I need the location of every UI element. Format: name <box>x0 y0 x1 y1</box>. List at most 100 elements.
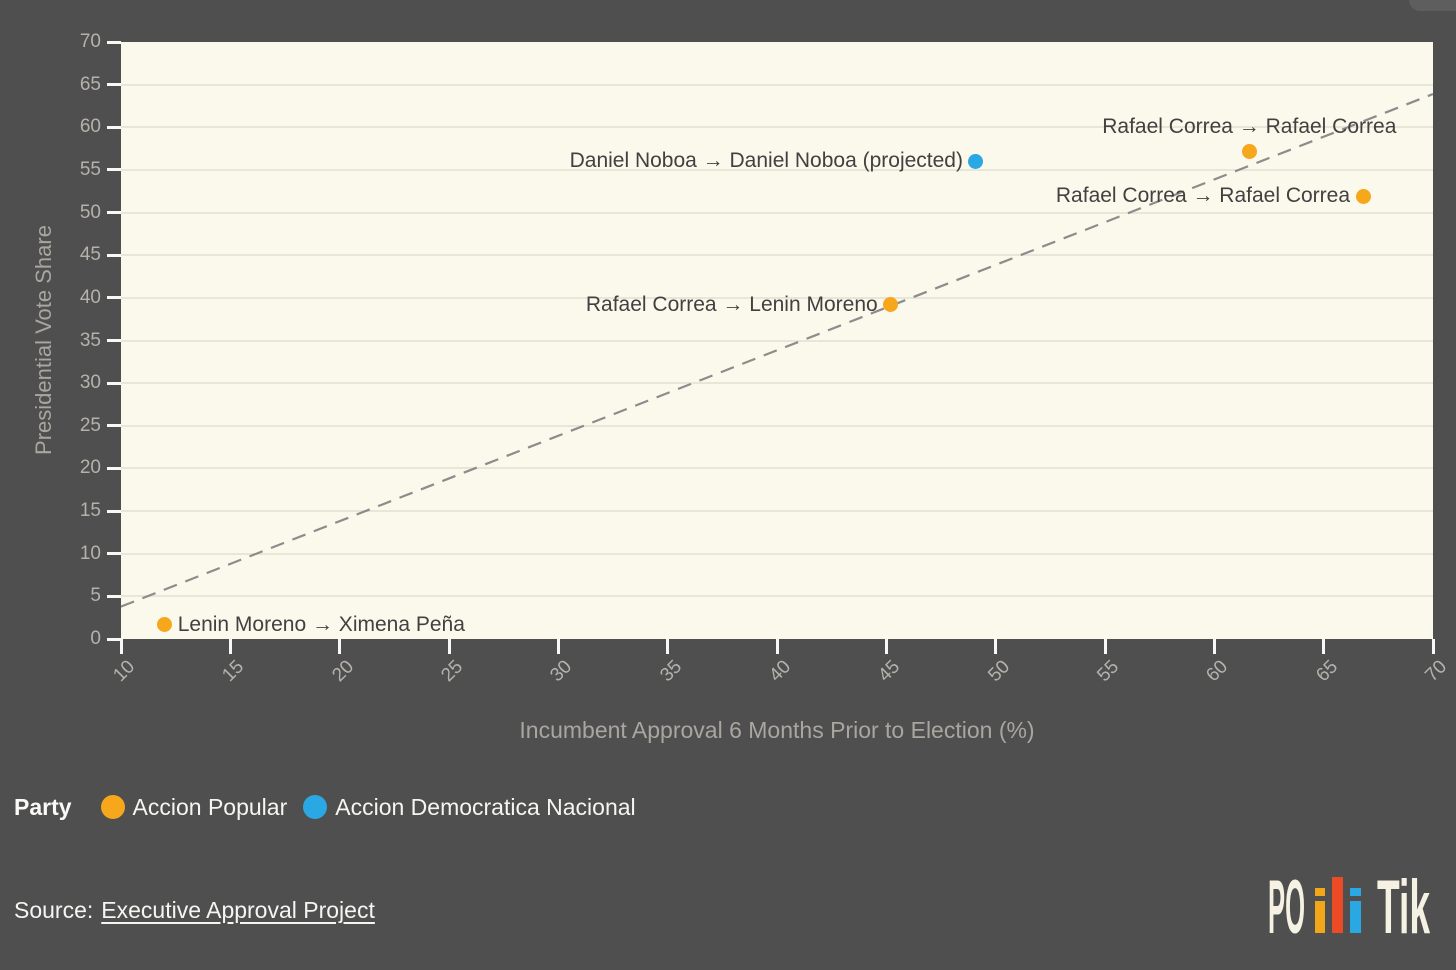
x-tick-label-40: 40 <box>765 656 796 687</box>
y-tick-label-50: 50 <box>79 201 101 223</box>
logo-bar-yellow-dot <box>1315 888 1325 896</box>
y-axis-title: Presidential Vote Share <box>31 225 56 455</box>
x-tick-label-50: 50 <box>984 656 1014 687</box>
x-tick-label-25: 25 <box>437 656 468 687</box>
x-tick-label-10: 10 <box>109 656 140 687</box>
y-tick-60 <box>107 125 121 129</box>
y-tick-20 <box>107 466 121 470</box>
y-tick-55 <box>107 168 121 172</box>
x-tick-30 <box>556 639 560 654</box>
x-tick-10 <box>119 639 123 654</box>
y-tick-50 <box>107 211 121 215</box>
y-tick-label-15: 15 <box>79 500 101 522</box>
gridline-y-10 <box>121 552 1433 555</box>
y-tick-label-40: 40 <box>79 286 101 308</box>
legend-label-accion-popular: Accion Popular <box>132 793 288 820</box>
y-tick-label-0: 0 <box>90 628 101 649</box>
y-tick-label-10: 10 <box>79 542 101 564</box>
x-tick-label-35: 35 <box>656 656 686 687</box>
legend-label-accion-democratica-nacional: Accion Democratica Nacional <box>335 793 636 820</box>
x-tick-40 <box>775 639 779 654</box>
trend-line-layer <box>121 92 1433 608</box>
logo-bar-blue-dot <box>1350 888 1361 896</box>
logo-bar-yellow <box>1315 901 1325 933</box>
legend-title: Party <box>14 793 72 820</box>
y-tick-label-25: 25 <box>79 414 101 436</box>
data-point-label: Rafael Correa → Rafael Correa <box>1055 184 1351 208</box>
y-tick-35 <box>107 339 121 342</box>
x-tick-label-70: 70 <box>1421 656 1452 687</box>
y-tick-label-70: 70 <box>79 31 101 52</box>
x-tick-label-30: 30 <box>546 656 577 687</box>
gridline-y-65 <box>121 83 1433 86</box>
x-tick-60 <box>1212 639 1216 654</box>
y-tick-label-45: 45 <box>79 244 101 266</box>
y-tick-label-30: 30 <box>79 372 101 394</box>
data-point <box>1355 188 1371 204</box>
data-point <box>968 153 984 169</box>
x-tick-label-45: 45 <box>874 656 905 687</box>
y-tick-0 <box>107 637 121 641</box>
data-point-label: Rafael Correa → Rafael Correa <box>1102 115 1397 139</box>
corner-notch <box>1409 0 1456 11</box>
y-tick-10 <box>107 552 121 556</box>
y-tick-65 <box>107 83 121 87</box>
trend-line <box>121 92 1433 608</box>
y-tick-45 <box>107 253 121 257</box>
x-tick-label-60: 60 <box>1202 656 1233 687</box>
gridline-y-30 <box>121 382 1433 385</box>
gridline-y-5 <box>121 595 1433 598</box>
y-tick-25 <box>107 424 121 428</box>
y-tick-label-55: 55 <box>79 158 101 180</box>
y-tick-5 <box>107 594 121 598</box>
y-tick-label-35: 35 <box>79 329 101 351</box>
x-tick-20 <box>338 639 342 654</box>
x-tick-35 <box>666 639 670 654</box>
logo-text-tik: Tik <box>1377 877 1430 935</box>
gridline-y-40 <box>121 296 1433 299</box>
data-point-label: Daniel Noboa → Daniel Noboa (projected) <box>569 149 963 173</box>
x-tick-55 <box>1103 639 1107 654</box>
x-tick-70 <box>1431 639 1435 654</box>
logo-bar-blue <box>1350 901 1361 933</box>
y-tick-30 <box>107 381 121 385</box>
legend-dot-accion-democratica-nacional <box>303 795 328 819</box>
x-axis-title: Incumbent Approval 6 Months Prior to Ele… <box>519 717 1035 743</box>
source-prefix: Source: <box>14 897 94 923</box>
gridline-y-55 <box>121 168 1433 171</box>
logo-bar-red <box>1332 877 1343 933</box>
x-tick-15 <box>228 639 232 654</box>
y-tick-label-5: 5 <box>90 585 101 607</box>
x-tick-50 <box>994 639 998 654</box>
x-tick-label-55: 55 <box>1093 656 1124 687</box>
y-tick-label-20: 20 <box>79 457 101 479</box>
data-point-label: Lenin Moreno → Ximena Peña <box>177 612 465 636</box>
y-tick-15 <box>107 509 121 513</box>
x-tick-label-20: 20 <box>328 656 358 687</box>
data-point <box>1241 143 1257 159</box>
data-point-label: Rafael Correa → Lenin Moreno <box>585 292 878 316</box>
gridline-y-60 <box>121 126 1433 129</box>
pollitik-logo[interactable]: PO Tik <box>1260 877 1432 935</box>
legend-dot-accion-popular <box>100 795 125 819</box>
gridline-y-45 <box>121 254 1433 257</box>
x-tick-25 <box>447 639 451 654</box>
legend-item-accion-democratica-nacional: Accion Democratica Nacional <box>303 793 636 821</box>
source-link[interactable]: Executive Approval Project <box>101 897 375 923</box>
legend: Party Accion Popular Accion Democratica … <box>14 792 652 822</box>
y-tick-40 <box>107 296 121 300</box>
plot-area: 0 5 10 15 20 25 30 35 40 45 50 55 60 65 70 10 15 20 25 30 35… <box>80 31 1451 686</box>
x-tick-65 <box>1322 639 1326 654</box>
y-tick-70 <box>107 40 121 44</box>
y-tick-label-65: 65 <box>79 73 101 95</box>
x-tick-45 <box>884 639 888 654</box>
x-tick-label-15: 15 <box>218 656 249 687</box>
data-point <box>883 297 899 313</box>
data-point <box>157 617 173 632</box>
gridline-y-15 <box>121 510 1433 513</box>
x-tick-label-65: 65 <box>1312 656 1342 687</box>
gridline-y-35 <box>121 339 1433 342</box>
logo-text-po: PO <box>1268 877 1305 935</box>
gridline-y-25 <box>121 424 1433 427</box>
